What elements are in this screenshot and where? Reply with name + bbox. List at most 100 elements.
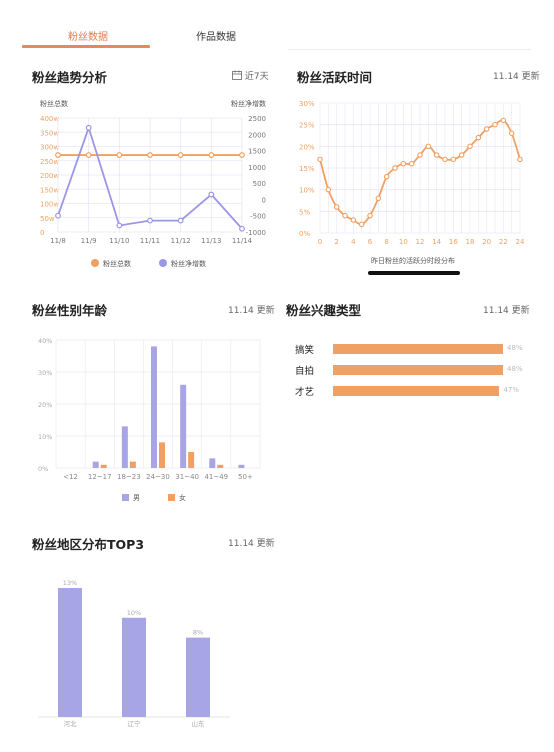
right-tick-label: -500 [250,213,266,221]
data-point [85,124,92,131]
right-tick-label: 500 [253,180,266,188]
y-tick-label: 20% [38,401,52,409]
active-time-chart: 0%5%10%15%20%25%30%0 2 4 6 8 10 12 14 16 18 20 22 24… [299,100,525,265]
data-point [467,143,473,150]
bar-value-label: 8% [193,629,203,637]
tab-fans-data[interactable]: 粉丝数据 [68,32,108,43]
interest-bar [333,386,500,396]
data-point [177,152,184,158]
data-point [208,152,215,158]
left-tick-label: 50w [40,215,55,223]
tab-works-data[interactable]: 作品数据 [196,32,236,43]
bar [159,442,165,468]
bar-value-label: 13% [63,579,77,587]
chart-scrollbar[interactable] [368,271,460,275]
right-tick-label: 2500 [248,115,266,123]
x-tick-label: 20 [482,238,491,246]
legend-marker [159,259,167,267]
active-time-title: 粉丝活跃时间 [297,70,373,85]
data-point [239,152,245,158]
right-tick-label: 1500 [248,148,266,156]
legend-marker [122,494,129,501]
data-point [55,212,61,219]
data-point [147,217,153,224]
data-point [208,191,215,198]
x-tick-label: 2 [334,238,338,246]
bar [188,452,195,468]
x-tick-label: 16 [449,238,458,246]
gender-age-title: 粉丝性别年龄 [32,303,108,318]
data-point [333,204,340,210]
x-tick-label: 11/8 [50,237,66,245]
interest-bar [333,365,503,375]
interest-label: 才艺 [295,387,315,398]
x-tick-label: 18 [466,238,475,246]
left-tick-label: 250w [40,158,59,166]
interest-row: 自拍 48% [295,363,535,377]
x-tick-label: 41~49 [204,473,228,481]
legend-marker [91,259,99,267]
y-tick-label: 25% [299,122,315,130]
left-tick-label: 0 [40,229,44,237]
bar [238,464,245,468]
data-point [375,195,382,202]
bar [151,346,157,468]
tab-bar: 粉丝数据 作品数据 [0,0,554,50]
data-point [116,222,123,229]
interests-chart: 搞笑 48% 自拍 48% 才艺 47% [295,342,535,402]
interest-label: 搞笑 [295,345,315,356]
right-tick-label: 1000 [248,164,266,172]
y-tick-label: 5% [299,208,310,216]
x-tick-label: 11/10 [109,237,129,245]
interest-value: 47% [503,386,520,394]
legend-label: 粉丝总数 [103,259,131,268]
data-point [425,143,432,150]
left-axis-label: 粉丝总数 [40,99,68,108]
calendar-icon [232,70,242,80]
data-point [483,126,490,132]
data-point [417,152,423,158]
chart-caption: 昨日粉丝的活跃分时段分布 [371,256,455,265]
x-tick-label: 12~17 [88,473,112,481]
x-tick-label: 8 [384,238,388,246]
active-tab-indicator [22,45,150,48]
y-tick-label: 15% [299,165,315,173]
x-tick-label: 11/13 [201,237,221,245]
trend-chart: 粉丝总数 粉丝净增数050w100w150w200w250w300w350w400… [40,99,266,268]
interests-update: 11.14 更新 [483,306,530,316]
data-point [85,152,92,158]
x-tick-label: 31~40 [175,473,199,481]
y-tick-label: 0% [38,465,48,473]
x-tick-label: 11/14 [232,237,253,245]
data-point [358,221,365,228]
data-point [383,173,390,180]
trend-title: 粉丝趋势分析 [32,70,108,85]
data-point [508,130,515,137]
x-tick-label: 4 [351,238,356,246]
legend-label: 男 [133,494,140,502]
legend-label: 粉丝净增数 [171,259,206,268]
legend-label: 女 [179,493,186,502]
data-point [317,156,323,163]
data-point [492,121,498,128]
left-tick-label: 350w [40,129,59,137]
interest-row: 搞笑 48% [295,342,535,356]
interest-label: 自拍 [295,366,315,377]
bar [121,426,128,468]
y-tick-label: 30% [299,100,315,108]
x-tick-label: 50+ [238,473,253,481]
data-point [147,152,153,158]
range-label: 近7天 [244,72,269,82]
y-tick-label: 30% [38,369,52,377]
x-tick-label: 22 [499,238,508,246]
data-point [408,160,415,167]
bar [92,461,99,468]
data-point [350,217,357,223]
x-tick-label: 河北 [64,720,78,728]
x-tick-label: 11/9 [81,237,97,245]
x-tick-label: 12 [416,238,425,246]
x-tick-label: 24~30 [146,473,170,481]
range-selector[interactable]: 近7天 [232,69,269,82]
y-tick-label: 10% [299,187,315,195]
data-point [392,165,398,171]
